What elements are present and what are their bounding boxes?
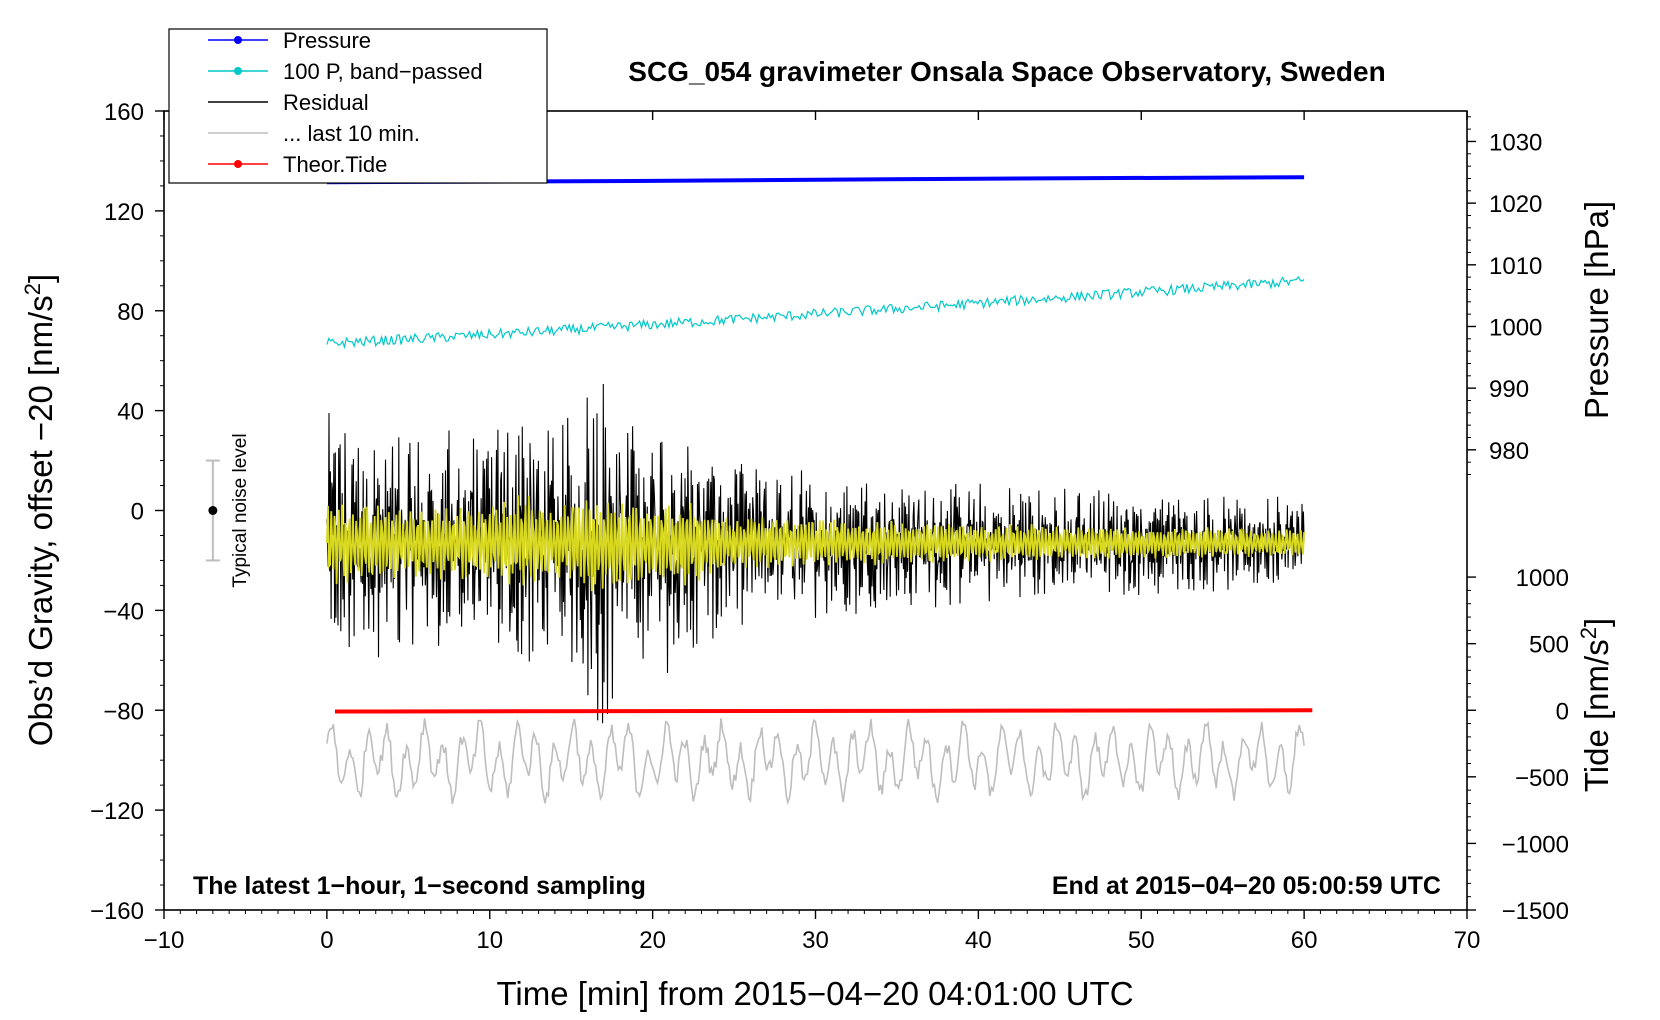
tide-tick-label: 500 — [1529, 632, 1569, 659]
x-axis-label: Time [min] from 2015−04−20 04:01:00 UTC — [496, 975, 1133, 1012]
noise-center-dot — [208, 506, 218, 515]
x-tick-label: 30 — [802, 927, 829, 954]
pressure-tick-label: 980 — [1489, 438, 1529, 465]
x-tick-label: 50 — [1128, 927, 1155, 954]
y-tick-label: 120 — [104, 199, 144, 226]
series-residual — [326, 383, 1305, 724]
legend-marker — [234, 67, 242, 75]
y-tick-label: −160 — [90, 898, 144, 925]
legend: Pressure 100 P, band−passed Residual ... la… — [168, 28, 548, 184]
y-tick-label: 0 — [131, 499, 144, 526]
legend-label: ... last 10 min. — [283, 121, 420, 146]
annotation-end-time: End at 2015−04−20 05:00:59 UTC — [1052, 872, 1441, 900]
y-axis-label-left: Obs’d Gravity, offset −20 [nm/s2] — [20, 274, 59, 746]
y-axis-label-tide: Tide [nm/s2] — [1576, 618, 1615, 792]
plot-frame — [163, 110, 1468, 911]
tide-tick-label: −1500 — [1502, 898, 1569, 925]
pressure-tick-label: 990 — [1489, 376, 1529, 403]
x-tick-label: 70 — [1454, 927, 1481, 954]
series-pressure-bandpassed — [326, 275, 1305, 350]
y-tick-label: −80 — [103, 698, 144, 725]
pressure-tick-label: 1030 — [1489, 129, 1542, 156]
tide-tick-label: −500 — [1515, 765, 1569, 792]
tide-tick-label: −1000 — [1502, 831, 1569, 858]
y-tick-label: −40 — [103, 598, 144, 625]
chart-title: SCG_054 gravimeter Onsala Space Observat… — [628, 56, 1385, 87]
x-tick-label: 0 — [320, 927, 333, 954]
legend-box — [168, 28, 548, 184]
tide-tick-label: 1000 — [1516, 565, 1569, 592]
pressure-tick-label: 1000 — [1489, 314, 1542, 341]
noise-label: Typical noise level — [230, 433, 251, 587]
legend-label: 100 P, band−passed — [283, 59, 483, 84]
tide-tick-label: 0 — [1556, 698, 1569, 725]
legend-label: Residual — [283, 90, 369, 115]
noise-label-group: Typical noise level — [230, 433, 251, 587]
pressure-tick-label: 1020 — [1489, 191, 1542, 218]
annotation-sampling: The latest 1−hour, 1−second sampling — [193, 872, 646, 900]
series-theoretical-tide — [334, 708, 1313, 714]
x-tick-label: 40 — [965, 927, 992, 954]
legend-marker — [234, 160, 242, 168]
y-tick-label: −120 — [90, 798, 144, 825]
x-tick-label: 60 — [1291, 927, 1318, 954]
series-last-10-min — [326, 718, 1305, 805]
series-residual-lowpass — [326, 495, 1305, 592]
legend-label: Theor.Tide — [283, 152, 387, 177]
x-tick-label: −10 — [144, 927, 185, 954]
y-axis-label-pressure: Pressure [hPa] — [1578, 201, 1615, 419]
y-tick-label: 80 — [117, 299, 144, 326]
series-layer — [326, 175, 1313, 805]
ticks-layer: −10 0 10 20 30 40 50 60 7016012080400−40−80−120−… — [90, 99, 1569, 954]
legend-label: Pressure — [283, 28, 371, 53]
x-tick-label: 20 — [639, 927, 666, 954]
pressure-tick-label: 1010 — [1489, 253, 1542, 280]
y-tick-label: 160 — [104, 99, 144, 126]
legend-marker — [234, 36, 242, 44]
y-tick-label: 40 — [117, 399, 144, 426]
noise-indicator: Typical noise level — [205, 433, 251, 588]
x-tick-label: 10 — [476, 927, 503, 954]
